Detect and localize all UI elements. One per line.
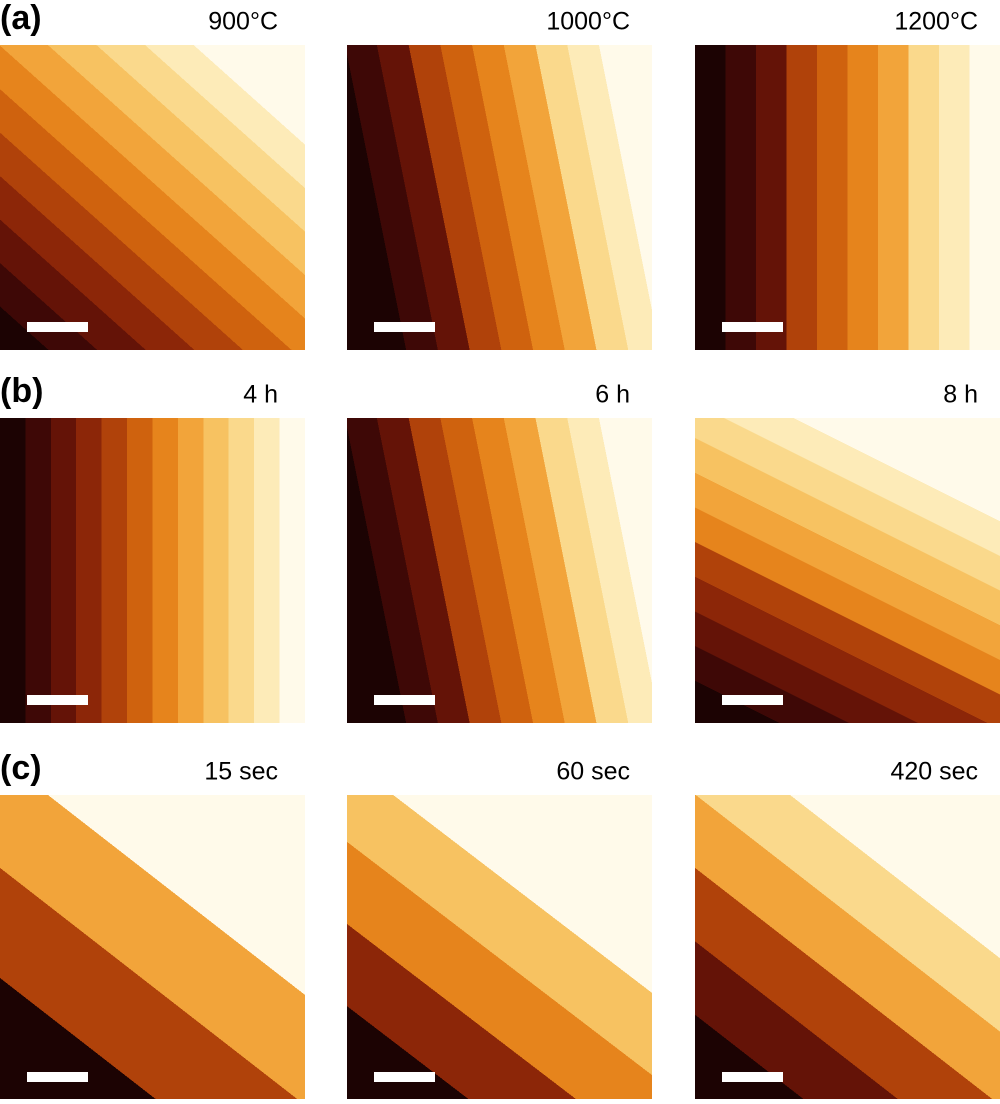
scale-bar xyxy=(374,322,435,332)
afm-image xyxy=(347,418,652,723)
image-title: 420 sec xyxy=(890,758,978,786)
afm-image xyxy=(695,418,1000,723)
scale-bar xyxy=(722,695,783,705)
image-title: 60 sec xyxy=(556,758,630,786)
panel-label: (b) xyxy=(0,372,43,410)
panel-label: (c) xyxy=(0,749,42,787)
afm-image xyxy=(695,45,1000,350)
afm-image xyxy=(695,795,1000,1100)
panel-label: (a) xyxy=(0,0,42,37)
image-title: 15 sec xyxy=(204,758,278,786)
afm-image xyxy=(0,45,305,350)
image-title: 900°C xyxy=(208,8,278,36)
afm-image xyxy=(347,45,652,350)
scale-bar xyxy=(374,695,435,705)
afm-image xyxy=(347,795,652,1100)
scale-bar xyxy=(27,1072,88,1082)
image-title: 8 h xyxy=(943,381,978,409)
image-title: 1000°C xyxy=(546,8,630,36)
scale-bar xyxy=(374,1072,435,1082)
scale-bar xyxy=(27,695,88,705)
image-title: 6 h xyxy=(595,381,630,409)
scale-bar xyxy=(27,322,88,332)
afm-image xyxy=(0,795,305,1100)
scale-bar xyxy=(722,1072,783,1082)
afm-image xyxy=(0,418,305,723)
image-title: 1200°C xyxy=(894,8,978,36)
image-title: 4 h xyxy=(243,381,278,409)
scale-bar xyxy=(722,322,783,332)
